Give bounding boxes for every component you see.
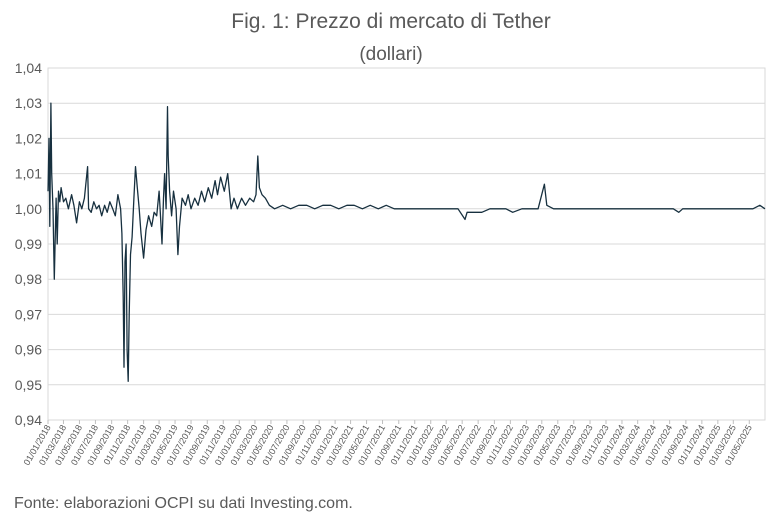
- plot-area: [47, 67, 766, 421]
- y-tick-label: 0,94: [15, 412, 42, 428]
- y-tick-label: 0,99: [15, 236, 42, 252]
- series-layer: [47, 102, 766, 382]
- x-tick-labels: 01/01/201801/03/201801/05/201801/07/2018…: [22, 420, 754, 467]
- y-tick-label: 1,01: [15, 166, 42, 182]
- y-tick-label: 0,97: [15, 306, 42, 322]
- y-tick-label: 1,02: [15, 130, 42, 146]
- series-line-tether-price: [47, 102, 766, 382]
- y-tick-label: 1,00: [15, 201, 42, 217]
- source-note: Fonte: elaborazioni OCPI su dati Investi…: [14, 495, 353, 512]
- y-tick-label: 0,98: [15, 271, 42, 287]
- chart-subtitle: (dollari): [359, 44, 423, 65]
- y-tick-label: 0,95: [15, 377, 42, 393]
- y-tick-label: 1,03: [15, 95, 42, 111]
- y-tick-label: 1,04: [15, 60, 42, 76]
- y-tick-labels: 0,94 0,95 0,96 0,97 0,98 0,99 1,00 1,01 1,02 1,03…: [15, 60, 42, 428]
- y-tick-label: 0,96: [15, 342, 42, 358]
- chart-title: Fig. 1: Prezzo di mercato di Tether: [231, 10, 551, 33]
- grid-lines: [47, 67, 766, 421]
